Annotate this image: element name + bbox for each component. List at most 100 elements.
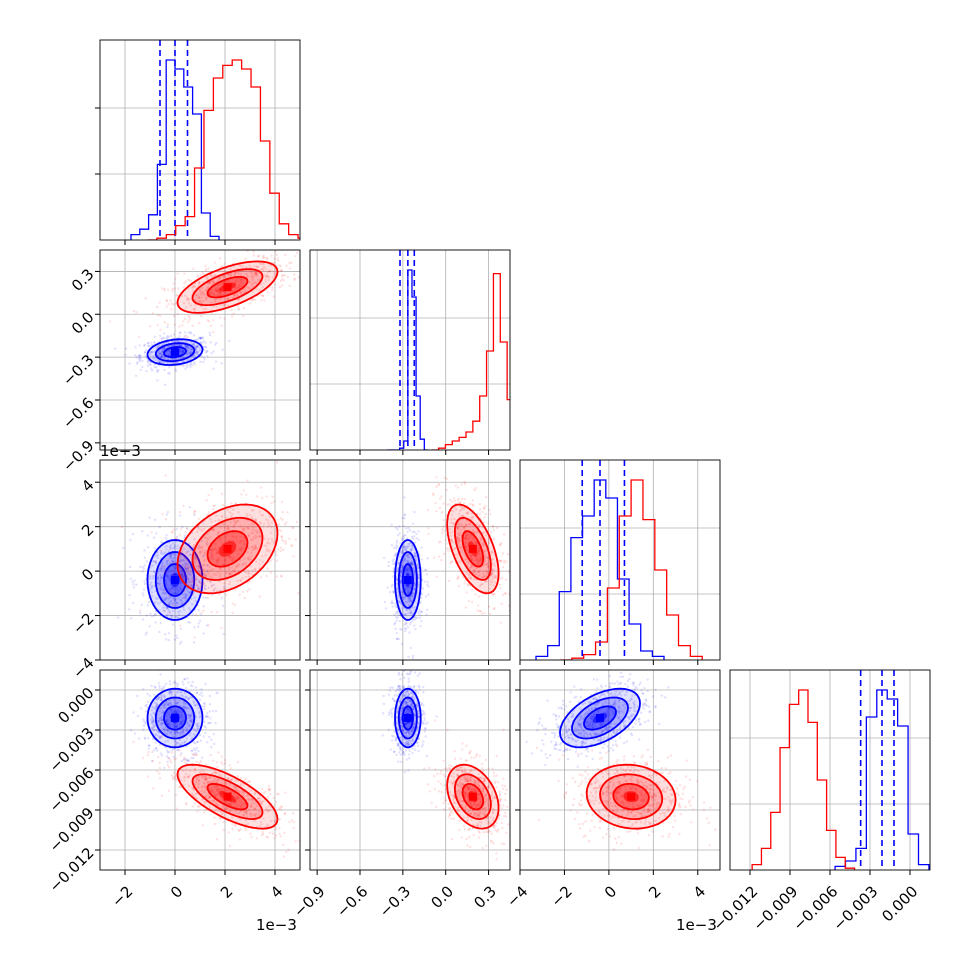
scatter-point — [233, 272, 236, 276]
scatter-point — [413, 606, 417, 609]
scatter-point — [396, 545, 399, 548]
scatter-point — [417, 585, 420, 588]
scatter-point — [276, 247, 278, 249]
scatter-point — [212, 588, 216, 592]
scatter-point — [402, 560, 406, 563]
scatter-point — [248, 572, 251, 575]
scatter-point — [478, 502, 482, 506]
scatter-point — [184, 596, 187, 599]
scatter-point — [189, 349, 192, 352]
scatter-point — [174, 681, 177, 685]
scatter-point — [150, 369, 154, 372]
scatter-point — [278, 832, 281, 836]
scatter-point — [198, 580, 201, 584]
scatter-point — [269, 560, 272, 563]
scatter-point — [151, 720, 154, 723]
scatter-point — [183, 564, 186, 567]
scatter-point — [258, 595, 261, 598]
scatter-point — [197, 546, 200, 550]
scatter-point — [157, 351, 161, 354]
scatter-point — [170, 361, 173, 365]
scatter-point — [208, 721, 211, 725]
scatter-point — [452, 517, 456, 520]
scatter-point — [175, 743, 178, 747]
scatter-point — [179, 559, 182, 562]
scatter-point — [168, 548, 171, 551]
scatter-point — [242, 489, 245, 492]
scatter-point — [186, 577, 190, 580]
scatter-point — [487, 605, 491, 608]
scatter-point — [171, 592, 174, 595]
scatter-point — [179, 349, 182, 352]
scatter-point — [450, 521, 453, 525]
scatter-point — [456, 527, 459, 531]
scatter-point — [456, 486, 460, 489]
scatter-point — [167, 766, 171, 769]
scatter-point — [194, 686, 198, 689]
scatter-point — [481, 510, 484, 514]
scatter-point — [170, 774, 174, 777]
scatter-point — [163, 564, 167, 567]
scatter-point — [185, 570, 188, 574]
scatter-point — [187, 320, 190, 324]
scatter-point — [472, 568, 476, 572]
scatter-point — [195, 351, 198, 354]
scatter-point — [231, 535, 234, 538]
scatter-point — [184, 334, 187, 337]
scatter-point — [497, 559, 501, 562]
scatter-point — [480, 576, 484, 580]
scatter-point — [399, 601, 402, 605]
scatter-point — [191, 580, 195, 583]
scatter-point — [472, 568, 476, 572]
scatter-point — [146, 775, 150, 778]
scatter-point — [183, 547, 186, 551]
scatter-point — [165, 614, 168, 618]
scatter-point — [392, 570, 395, 573]
scatter-point — [188, 316, 191, 319]
scatter-point — [504, 578, 508, 581]
scatter-point — [185, 759, 189, 762]
scatter-point — [201, 555, 205, 558]
scatter-point — [471, 499, 474, 502]
scatter-point — [150, 341, 153, 344]
scatter-point — [244, 826, 247, 830]
scatter-point — [458, 531, 462, 535]
scatter-point — [246, 551, 249, 554]
scatter-point — [216, 286, 219, 290]
scatter-point — [155, 702, 158, 705]
scatter-point — [285, 850, 288, 854]
scatter-point — [204, 596, 208, 600]
scatter-point — [169, 690, 173, 693]
scatter-point — [292, 555, 295, 558]
scatter-point — [502, 566, 505, 569]
scatter-point — [502, 559, 506, 562]
scatter-point — [179, 580, 182, 583]
scatter-point — [179, 582, 183, 585]
scatter-point — [167, 756, 170, 760]
scatter-point — [467, 599, 471, 603]
scatter-point — [148, 516, 151, 519]
scatter-point — [250, 283, 254, 286]
scatter-point — [143, 580, 146, 583]
scatter-point — [159, 673, 162, 676]
scatter-point — [181, 563, 185, 567]
scatter-point — [402, 564, 405, 567]
scatter-point — [462, 526, 465, 529]
scatter-point — [203, 720, 206, 724]
scatter-point — [283, 812, 287, 816]
scatter-point — [410, 610, 413, 613]
scatter-point — [247, 534, 251, 538]
scatter-point — [231, 289, 235, 293]
scatter-point — [255, 535, 259, 539]
scatter-point — [420, 558, 423, 561]
scatter-point — [158, 359, 162, 363]
scatter-point — [206, 712, 209, 715]
scatter-point — [440, 510, 444, 514]
scatter-point — [170, 751, 174, 754]
scatter-point — [241, 265, 245, 268]
scatter-point — [268, 269, 271, 273]
scatter-point — [228, 764, 231, 767]
scatter-point — [206, 537, 210, 541]
scatter-point — [190, 363, 194, 366]
scatter-point — [465, 535, 468, 538]
